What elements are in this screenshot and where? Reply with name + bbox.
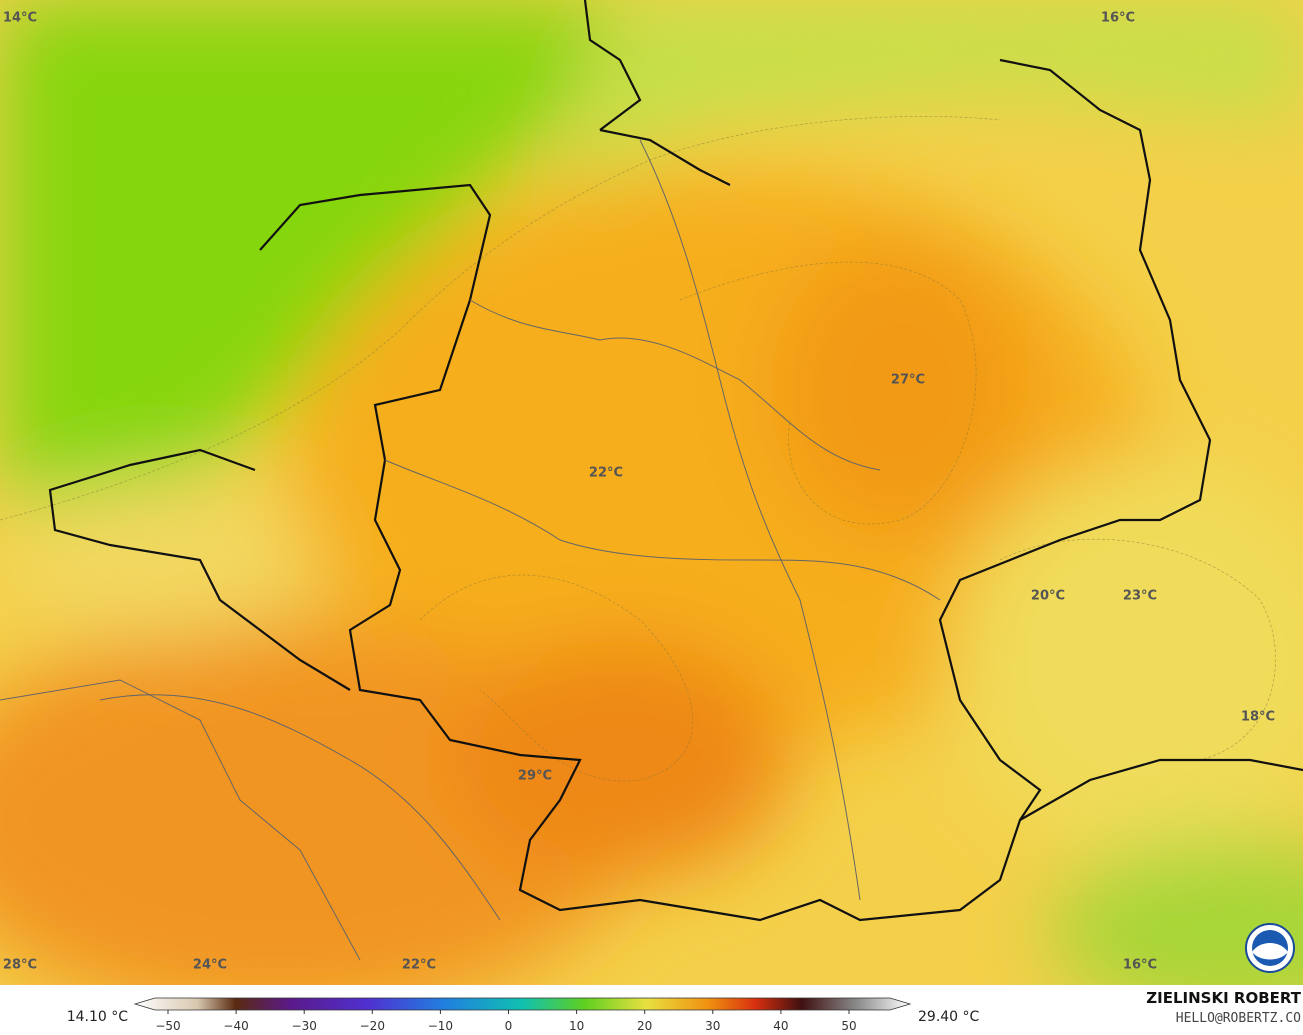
temp-label: 28°C [3,958,37,973]
colorbar-tick-label: −40 [223,1019,248,1033]
credit-name: ZIELINSKI ROBERT [1146,989,1301,1007]
temp-label: 22°C [402,958,436,973]
temp-label: 23°C [1123,589,1157,604]
colorbar: 14.10 °C 29.40 °C −50 −40 −30 −20 −10 0 10 20 30… [67,997,980,1033]
colorbar-tick-label: 30 [705,1019,720,1033]
temp-label: 27°C [891,373,925,388]
colorbar-scale [133,997,912,1011]
colorbar-tick-label: 10 [569,1019,584,1033]
temp-label: 20°C [1031,589,1065,604]
colorbar-tick-label: 20 [637,1019,652,1033]
colorbar-tick-label: 50 [841,1019,856,1033]
temp-label: 16°C [1123,958,1157,973]
borders [0,0,1303,961]
temp-label: 22°C [589,466,623,481]
noaa-logo [1245,923,1295,973]
temp-label: 24°C [193,958,227,973]
colorbar-tick-label: −10 [428,1019,453,1033]
credit-email: HELLO@ROBERTZ.CO [1176,1011,1301,1026]
colorbar-tick-label: 0 [505,1019,513,1033]
colorbar-tick-label: −50 [155,1019,180,1033]
temp-label: 14°C [3,11,37,26]
colorbar-tick-label: 40 [773,1019,788,1033]
temp-label: 29°C [518,769,552,784]
colorbar-max: 29.40 °C [918,1009,980,1025]
colorbar-tick-label: −20 [360,1019,385,1033]
temp-label: 18°C [1241,710,1275,725]
colorbar-tick-label: −30 [292,1019,317,1033]
colorbar-min: 14.10 °C [67,1009,129,1025]
temp-label: 16°C [1101,11,1135,26]
temperature-labels: 14°C 16°C 27°C 22°C 20°C 23°C 18°C 29°C … [3,11,1275,973]
